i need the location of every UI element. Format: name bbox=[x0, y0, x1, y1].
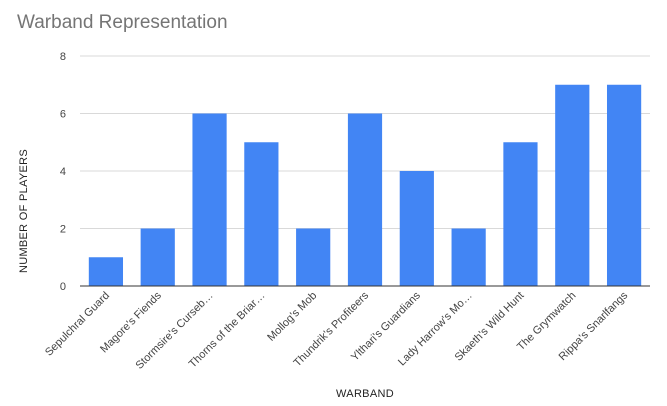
bar-3 bbox=[192, 113, 227, 286]
bar-4 bbox=[244, 142, 279, 286]
bars bbox=[88, 84, 642, 286]
y-tick-label-0: 0 bbox=[60, 281, 66, 293]
y-tick-labels: 0 2 4 6 8 bbox=[60, 51, 66, 293]
bar-11 bbox=[606, 84, 642, 286]
x-tick-label-5: Mollog's Mob bbox=[265, 290, 319, 344]
bar-5 bbox=[296, 228, 331, 286]
bar-1 bbox=[88, 257, 124, 286]
y-tick-label-4: 4 bbox=[60, 166, 66, 178]
y-axis-label: NUMBER OF PLAYERS bbox=[18, 149, 30, 273]
bar-8 bbox=[451, 228, 486, 286]
x-axis-label: WARBAND bbox=[336, 388, 394, 400]
chart-title: Warband Representation bbox=[17, 12, 228, 33]
bar-9 bbox=[503, 142, 538, 286]
bar-2 bbox=[140, 228, 175, 286]
bar-6 bbox=[347, 113, 383, 286]
bar-7 bbox=[399, 171, 434, 286]
y-tick-label-8: 8 bbox=[60, 51, 66, 63]
y-tick-label-2: 2 bbox=[60, 224, 66, 236]
y-tick-label-6: 6 bbox=[60, 109, 66, 121]
bar-10 bbox=[555, 84, 590, 286]
